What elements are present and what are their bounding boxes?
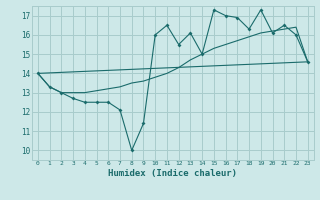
X-axis label: Humidex (Indice chaleur): Humidex (Indice chaleur) [108,169,237,178]
